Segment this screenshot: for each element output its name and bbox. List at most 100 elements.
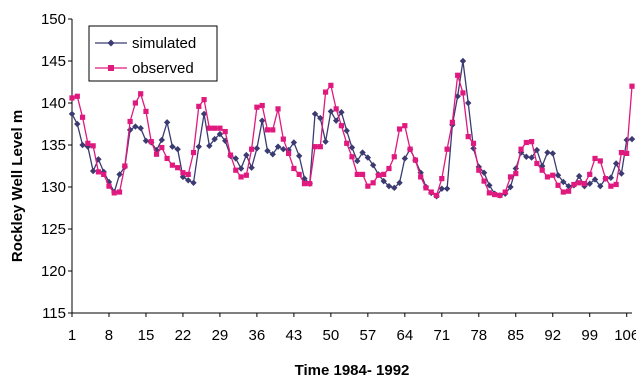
data-point-observed [476,167,482,173]
data-point-simulated [565,182,572,190]
data-point-observed [460,90,466,96]
data-point-simulated [607,174,615,181]
data-point-observed [555,182,561,188]
data-point-observed [455,72,461,78]
data-point-observed [375,172,382,178]
data-point-simulated [74,120,81,128]
data-point-simulated [348,144,356,151]
data-point-simulated [211,135,218,143]
data-point-observed [534,160,540,167]
data-point-observed [581,181,588,187]
data-point-simulated [232,155,239,162]
data-point-simulated [612,160,620,167]
x-tick-label: 85 [507,327,524,344]
data-point-observed [328,82,334,88]
data-point-simulated [628,135,636,143]
data-point-observed [312,144,318,150]
data-point-observed [280,136,286,142]
data-point-observed [465,134,471,140]
data-point-observed [418,174,424,180]
data-point-simulated [95,156,102,163]
data-point-observed [381,171,387,177]
data-point-simulated [459,57,467,65]
data-point-observed [507,174,514,180]
data-point-observed [566,188,572,194]
data-point-observed [359,171,366,177]
data-point-observed [618,149,625,156]
data-point-simulated [280,146,287,153]
data-point-observed [602,176,609,182]
data-point-simulated [163,119,171,126]
x-tick-label: 1 [68,327,76,344]
y-axis-title: Rockley Well Level m [9,110,26,262]
y-tick-labels: 115 120 125 130 135 140 145 150 [41,11,66,322]
data-point-observed [523,139,529,146]
data-point-observed [85,140,91,146]
data-point-simulated [269,151,276,158]
data-point-simulated [190,179,197,186]
data-point-observed [513,170,519,177]
data-point-simulated [79,141,86,149]
series-observed [69,72,635,198]
data-point-observed [212,125,218,131]
data-point-observed [101,171,107,177]
data-point-simulated [618,170,625,177]
data-point-observed [502,189,508,195]
data-point-observed [444,146,450,152]
data-point-simulated [332,117,340,124]
data-point-simulated [248,164,255,171]
data-point-simulated [528,154,535,161]
x-tick-label: 15 [138,327,155,344]
data-point-simulated [253,145,261,152]
data-point-observed [201,97,207,103]
data-point-simulated [369,161,377,169]
x-tick-label: 22 [175,327,192,344]
x-tick-label: 64 [396,327,413,344]
x-tick-label: 29 [212,327,229,344]
data-point-observed [238,174,244,180]
data-point-observed [296,171,302,177]
data-point-observed [587,171,593,177]
x-tick-label: 36 [249,327,266,344]
data-point-observed [153,151,160,157]
data-point-observed [206,125,212,131]
data-point-observed [307,181,313,187]
axes [68,18,632,317]
data-point-observed [412,157,418,163]
data-point-simulated [549,150,556,157]
y-tick-label: 125 [41,221,66,238]
x-tick-label: 57 [360,327,377,344]
data-point-simulated [475,163,482,171]
data-point-simulated [206,142,213,150]
data-point-simulated [507,183,514,191]
data-point-observed [571,181,577,188]
data-point-observed [592,155,598,162]
data-point-simulated [274,143,282,150]
data-point-observed [544,174,551,180]
data-point-observed [79,114,86,120]
data-point-simulated [295,152,303,160]
data-point-observed [259,102,265,109]
data-point-observed [143,108,149,114]
data-point-simulated [158,136,166,144]
data-point-observed [275,106,281,112]
data-point-simulated [132,123,139,130]
data-point-observed [423,185,429,191]
data-point-observed [470,140,477,146]
data-point-simulated [343,127,350,134]
data-point-simulated [591,176,599,183]
data-point-observed [576,180,582,186]
data-point-observed [391,154,397,160]
data-point-observed [132,100,138,106]
data-point-simulated [137,125,144,132]
data-point-observed [539,167,545,173]
data-point-simulated [486,182,493,189]
data-point-simulated [523,153,530,160]
data-point-observed [349,154,355,160]
data-point-observed [344,140,350,146]
x-tick-label: 99 [581,327,598,344]
data-point-observed [116,189,123,195]
data-point-simulated [322,138,329,145]
legend-box [88,25,218,82]
